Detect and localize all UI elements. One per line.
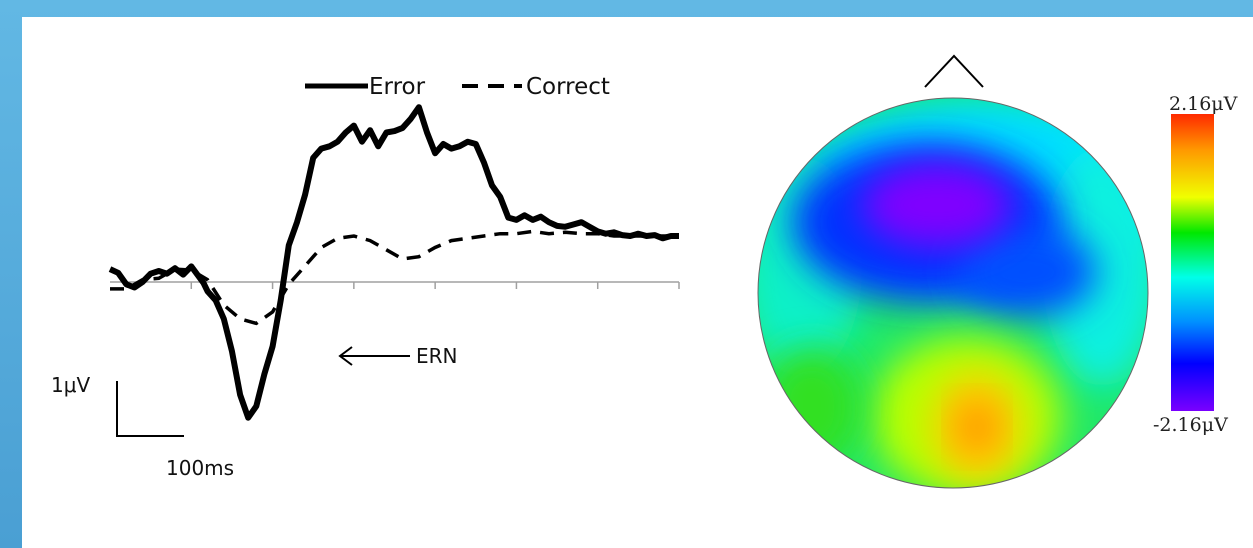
ern-arrow-head: [338, 346, 353, 366]
scale-bar: 1μV 100ms: [51, 373, 234, 480]
colorbar-gradient: [1171, 114, 1214, 411]
nose-marker: [924, 54, 984, 88]
slide-canvas: Error Correct ERN 1μV 100ms: [22, 17, 1253, 548]
topo-map: [758, 98, 1148, 488]
erp-chart: Error Correct ERN 1μV 100ms: [51, 74, 680, 480]
scalp-topography: [757, 54, 1149, 489]
figure-svg: Error Correct ERN 1μV 100ms: [51, 54, 1238, 489]
ern-annotation: ERN: [338, 344, 458, 368]
scale-amplitude-label: 1μV: [51, 373, 90, 397]
legend: Error Correct: [305, 74, 610, 100]
colorbar: 2.16μV -2.16μV: [1153, 93, 1238, 436]
correct-series-line: [110, 229, 679, 326]
legend-error-label: Error: [369, 74, 426, 100]
legend-correct-label: Correct: [526, 74, 610, 100]
error-series-line: [108, 104, 679, 421]
colorbar-max-label: 2.16μV: [1169, 93, 1238, 115]
scale-bar-lines: [116, 381, 184, 437]
ern-label: ERN: [416, 344, 458, 368]
scale-time-label: 100ms: [166, 456, 234, 480]
baseline-ticks: [190, 282, 680, 289]
colorbar-min-label: -2.16μV: [1153, 414, 1228, 436]
head-outline: [757, 97, 1149, 489]
